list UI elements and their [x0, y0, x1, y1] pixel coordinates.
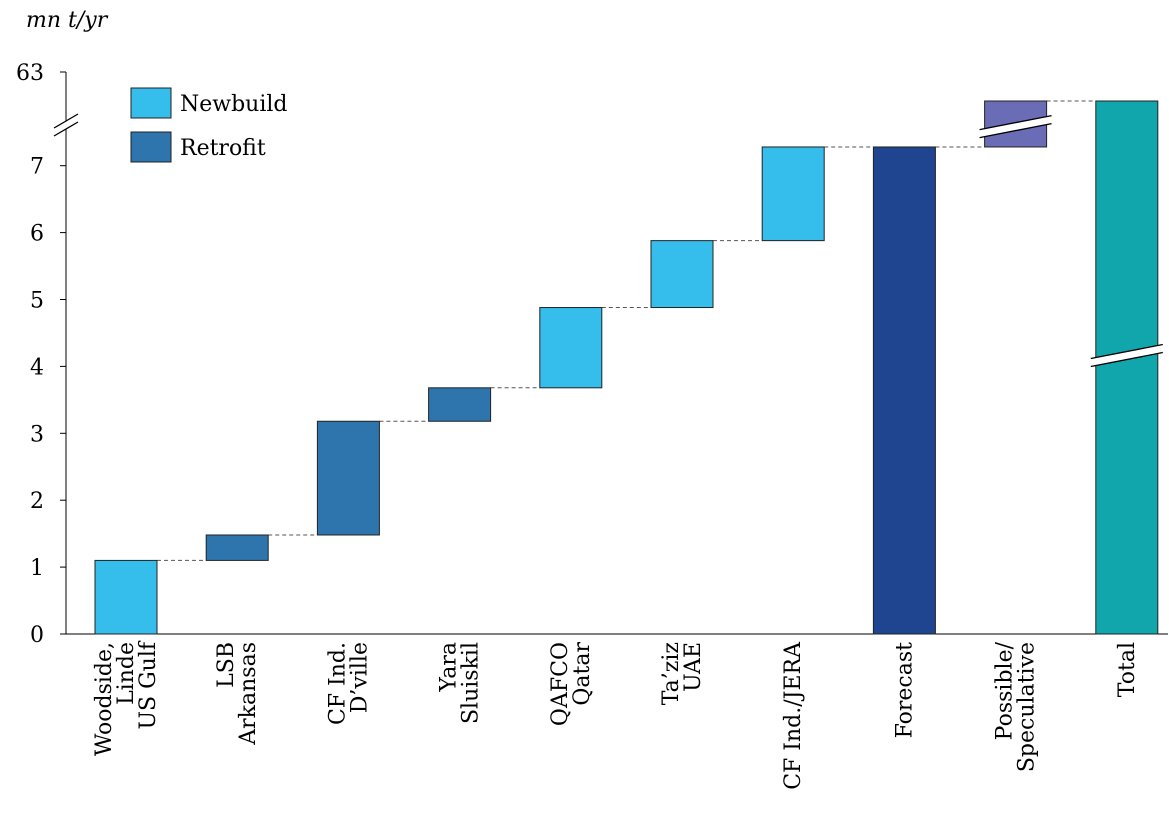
bars: [94, 100, 1163, 635]
y-tick-label: 63: [16, 61, 44, 86]
category-label-line: Speculative: [1015, 642, 1040, 772]
category-label-line: Total: [1115, 642, 1140, 697]
y-axis-break-mark: [53, 113, 79, 137]
y-tick-label: 3: [30, 422, 44, 447]
category-label-line: CF Ind.: [325, 642, 350, 725]
connectors: [157, 100, 1096, 561]
y-tick-label: 7: [30, 155, 44, 180]
category-label-line: Qatar: [570, 642, 595, 706]
bar-total: [1095, 100, 1159, 635]
y-tick-label: 1: [30, 556, 44, 581]
category-label-line: Possible/: [993, 641, 1018, 740]
category-label-line: LSB: [214, 642, 239, 688]
category-label-line: UAE: [681, 642, 706, 692]
legend-swatch: [130, 87, 172, 119]
category-label-line: QAFCO: [548, 642, 573, 726]
category-label-line: Sluiskil: [459, 642, 484, 724]
legend-swatch: [130, 131, 172, 163]
y-tick-label: 0: [30, 623, 44, 648]
bar-cf-ind-jera: [761, 146, 825, 242]
bar-break-mark: [979, 114, 1052, 139]
bar-forecast: [872, 146, 936, 635]
bar-ta-ziz-uae: [650, 240, 714, 309]
legend: Newbuild Retrofit: [130, 87, 288, 163]
category-label-line: US Gulf: [136, 640, 161, 729]
y-tick-label: 2: [30, 489, 44, 514]
bar-woodside-linde-us-gulf: [94, 559, 158, 635]
bar-lsb-arkansas: [205, 534, 269, 561]
bar-yara-sluiskil: [428, 387, 492, 422]
y-tick-label: 6: [30, 222, 44, 247]
legend-label: Retrofit: [180, 136, 266, 161]
bar-break-mark: [1090, 343, 1163, 368]
category-label-line: Forecast: [892, 642, 917, 739]
category-label-line: Yara: [437, 642, 462, 693]
category-label: Forecast: [892, 642, 917, 739]
category-label: CF Ind.D’ville: [325, 642, 372, 725]
category-label-line: Linde: [114, 642, 139, 705]
category-label-line: CF Ind./JERA: [781, 641, 806, 790]
category-label-line: Arkansas: [236, 642, 261, 746]
category-label: Total: [1115, 642, 1140, 697]
axes: 0 1 2 3 4 5 6 7 63: [16, 61, 1168, 648]
category-label: Possible/Speculative: [993, 641, 1040, 772]
category-label: CF Ind./JERA: [781, 641, 806, 790]
legend-label: Newbuild: [180, 92, 288, 117]
category-label-line: D’ville: [347, 642, 372, 713]
y-tick-label: 5: [30, 289, 44, 314]
bar-qafco-qatar: [539, 307, 603, 389]
y-tick-label: 4: [30, 355, 44, 380]
y-unit-label: mn t/yr: [26, 8, 109, 33]
bar-cf-ind-d-ville: [316, 420, 380, 536]
category-label-line: Woodside,: [92, 642, 117, 756]
category-label-line: Ta’ziz: [659, 642, 684, 705]
